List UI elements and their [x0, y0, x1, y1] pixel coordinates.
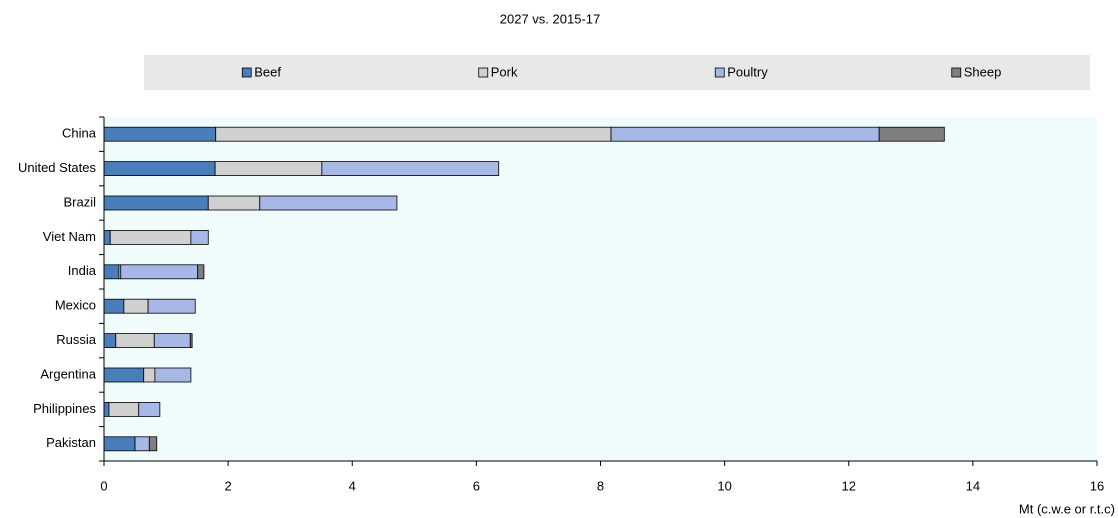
y-tick-label: Viet Nam [43, 229, 96, 244]
bar-segment [134, 436, 150, 452]
bar-segment [103, 298, 125, 314]
y-tick-label: Pakistan [46, 435, 96, 450]
bar-segment [259, 195, 398, 211]
bar-segment [103, 436, 136, 452]
bar-segment [115, 333, 155, 349]
bar-segment [103, 333, 117, 349]
bar-segment [197, 264, 205, 280]
bar-segment [154, 367, 192, 383]
y-tick-label: Mexico [55, 298, 96, 313]
bar-segment [207, 195, 261, 211]
legend-swatch [714, 67, 725, 78]
bar-segment [321, 161, 500, 177]
x-tick-label: 4 [349, 478, 356, 493]
legend-label: Poultry [727, 64, 768, 79]
chart-title: 2027 vs. 2015-17 [500, 11, 600, 26]
bar-segment [103, 264, 120, 280]
bar-segment [148, 436, 158, 452]
legend-label: Beef [254, 64, 281, 79]
legend-swatch [951, 67, 962, 78]
bar-segment [109, 229, 192, 245]
legend-label: Sheep [964, 64, 1002, 79]
legend-swatch [478, 67, 489, 78]
bar-segment [189, 333, 193, 349]
x-tick-label: 16 [1090, 478, 1104, 493]
bar-segment [610, 126, 880, 142]
bar-segment [103, 229, 111, 245]
bar-segment [147, 298, 196, 314]
bar-segment [138, 401, 161, 417]
x-tick-label: 2 [225, 478, 232, 493]
x-tick-label: 14 [966, 478, 980, 493]
legend-label: Pork [491, 64, 518, 79]
bar-segment [103, 195, 209, 211]
x-tick-label: 10 [717, 478, 731, 493]
bar-segment [143, 367, 156, 383]
y-tick-label: Argentina [40, 366, 96, 381]
bar-segment [878, 126, 945, 142]
bar-segment [103, 161, 216, 177]
bar-segment [103, 126, 217, 142]
y-tick-label: Brazil [63, 194, 96, 209]
x-tick-label: 8 [597, 478, 604, 493]
bar-segment [120, 264, 199, 280]
bar-segment [153, 333, 191, 349]
bar-segment [190, 229, 209, 245]
x-tick-label: 12 [842, 478, 856, 493]
legend-swatch [241, 67, 252, 78]
bar-segment [103, 367, 145, 383]
bar-segment [108, 401, 140, 417]
y-tick-label: India [68, 263, 97, 278]
y-tick-label: Russia [56, 332, 97, 347]
bar-segment [123, 298, 149, 314]
y-tick-label: China [62, 126, 97, 141]
legend-background [144, 55, 1090, 90]
y-tick-label: United States [18, 160, 97, 175]
bar-segment [215, 126, 612, 142]
bar-segment [214, 161, 323, 177]
x-tick-label: 6 [473, 478, 480, 493]
x-axis-label: Mt (c.w.e or r.t.c) [1019, 501, 1115, 516]
x-tick-label: 0 [100, 478, 107, 493]
y-tick-label: Philippines [33, 401, 96, 416]
bar-segment [103, 401, 110, 417]
